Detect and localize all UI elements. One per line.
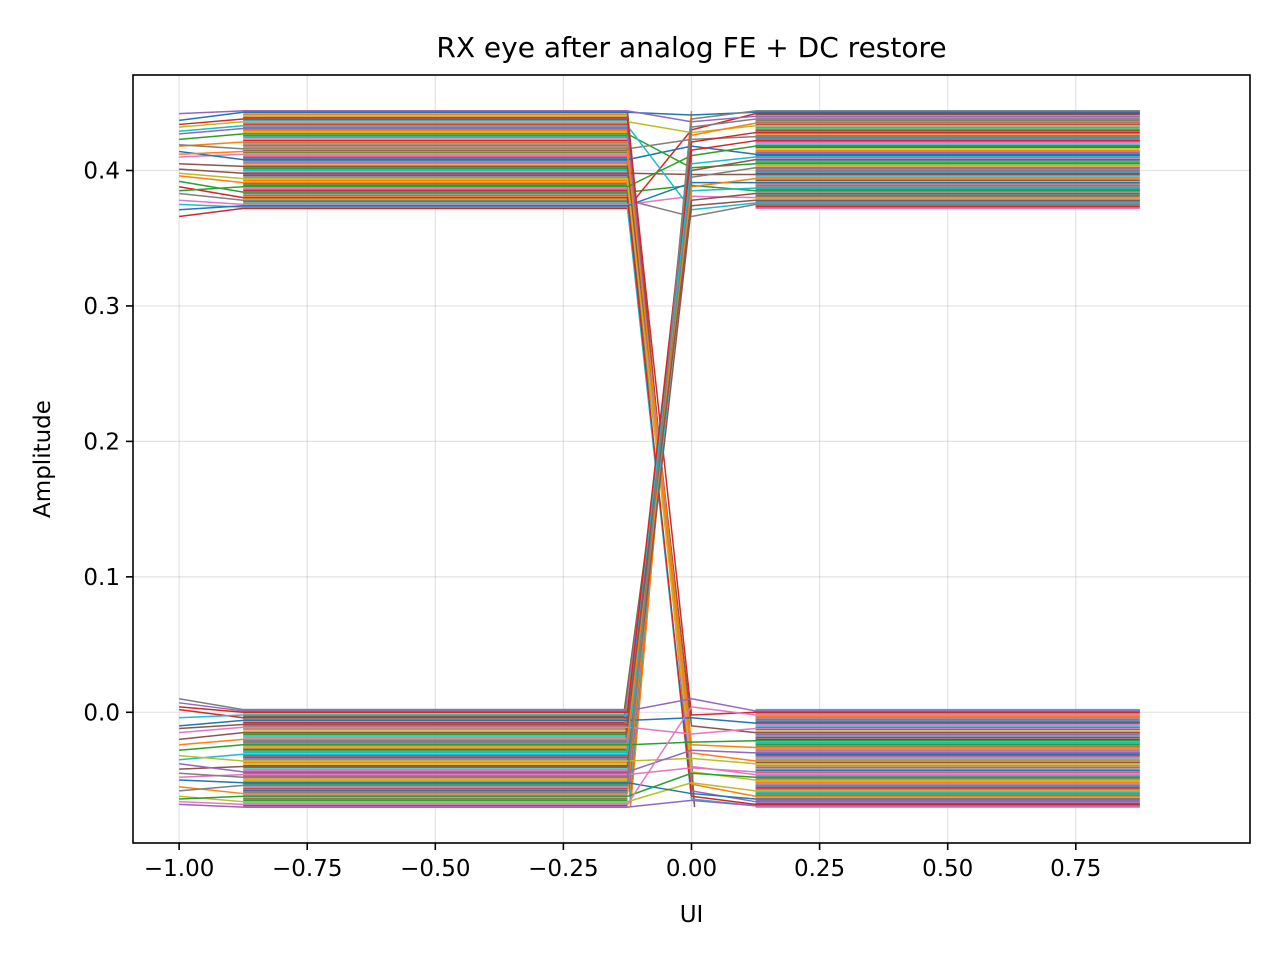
series-line-45 xyxy=(179,192,1140,730)
series-line-23 xyxy=(179,118,1140,716)
series-line-26 xyxy=(179,767,1140,779)
series-line-20 xyxy=(179,181,1140,211)
y-tick-label-4: 0.4 xyxy=(83,158,120,184)
series-line-19 xyxy=(179,125,1140,211)
series-line-42 xyxy=(179,772,1140,800)
series-line-47 xyxy=(179,118,1140,779)
y-axis-label: Amplitude xyxy=(30,400,56,518)
series-line-24 xyxy=(179,697,1140,712)
series-line-30 xyxy=(179,716,1140,727)
series-line-10 xyxy=(179,145,1140,161)
x-axis-label: UI xyxy=(680,902,704,928)
y-axis-ticks: 0.0 0.1 0.2 0.3 0.4 xyxy=(83,158,133,726)
series-line-43 xyxy=(179,131,1140,714)
chart-title: RX eye after analog FE + DC restore xyxy=(436,31,946,64)
series-line-7 xyxy=(179,192,1140,218)
x-tick-label-2: −0.50 xyxy=(400,856,470,882)
series-line-2 xyxy=(178,180,1140,193)
series-line-34 xyxy=(179,799,1140,808)
y-tick-label-3: 0.3 xyxy=(83,294,120,320)
series-line-28 xyxy=(179,781,1140,803)
series-line-3 xyxy=(179,112,1140,218)
series-line-0 xyxy=(179,111,1140,122)
y-tick-label-1: 0.1 xyxy=(83,565,120,591)
series-line-12 xyxy=(179,133,1140,169)
series-line-13 xyxy=(178,186,1140,806)
series-line-36 xyxy=(179,726,1140,735)
x-tick-label-7: 0.75 xyxy=(1050,856,1101,882)
series-line-17 xyxy=(179,135,1140,150)
series-line-38 xyxy=(179,754,1140,765)
series-traces xyxy=(178,110,1140,808)
x-tick-label-0: −1.00 xyxy=(144,856,214,882)
series-line-8 xyxy=(179,120,1140,134)
x-tick-label-4: 0.00 xyxy=(666,856,717,882)
y-tick-label-2: 0.2 xyxy=(83,429,120,455)
x-tick-label-6: 0.50 xyxy=(922,856,973,882)
series-line-39 xyxy=(179,156,1140,719)
series-line-14 xyxy=(179,110,1140,123)
x-axis-ticks: −1.00 −0.75 −0.50 −0.25 0.00 0.25 0.50 0.75 xyxy=(144,843,1101,882)
series-line-35 xyxy=(179,199,1140,770)
x-tick-label-5: 0.25 xyxy=(794,856,845,882)
x-tick-label-1: −0.75 xyxy=(272,856,342,882)
y-tick-label-0: 0.0 xyxy=(83,700,120,726)
series-line-44 xyxy=(179,749,1140,773)
series-line-5 xyxy=(179,168,1140,176)
series-line-22 xyxy=(179,145,1140,192)
series-line-29 xyxy=(179,187,1140,761)
x-tick-label-3: −0.25 xyxy=(528,856,598,882)
series-line-46 xyxy=(179,706,1140,806)
series-line-32 xyxy=(179,739,1140,751)
series-line-16 xyxy=(179,195,1140,206)
series-line-40 xyxy=(179,779,1140,800)
